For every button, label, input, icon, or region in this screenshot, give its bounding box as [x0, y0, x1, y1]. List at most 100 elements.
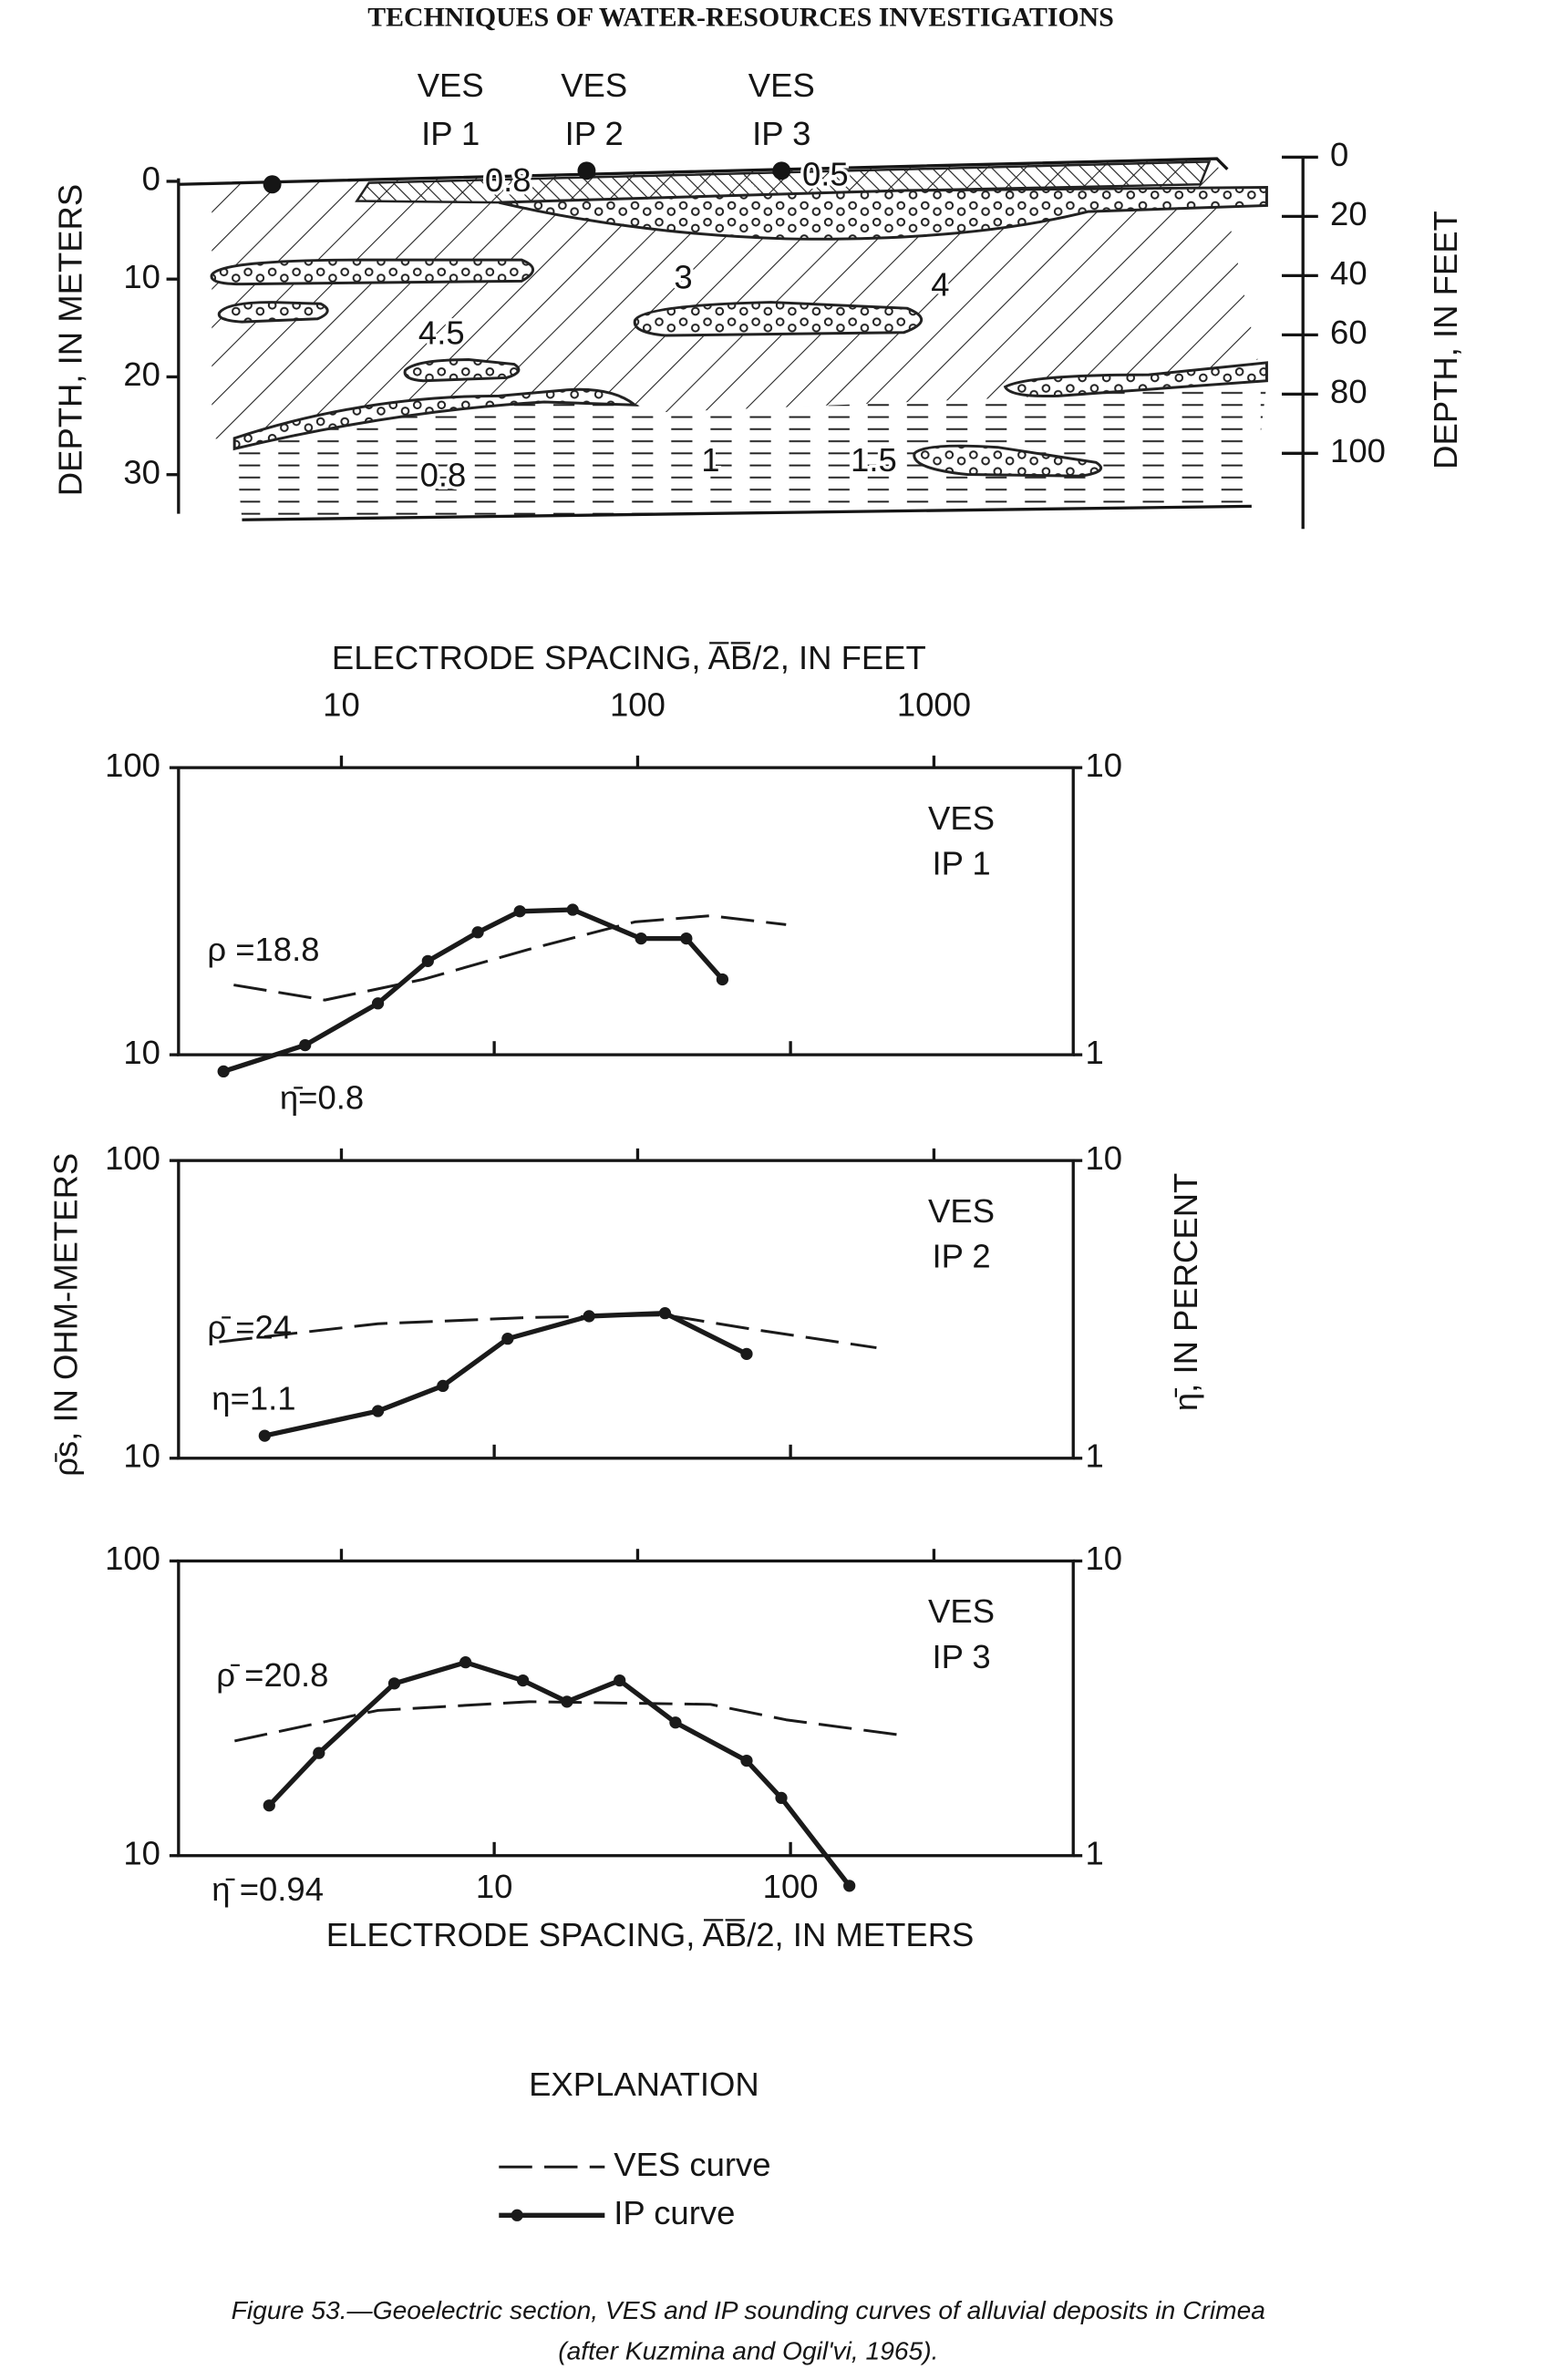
plot-frame [177, 1159, 1075, 1460]
gravel-lens [210, 258, 535, 286]
resistivity-label: 3 [674, 258, 692, 295]
y-tick-label: 100 [105, 1139, 160, 1177]
ip-point [471, 926, 484, 939]
sounding-label: VES [418, 67, 484, 104]
legend-title: EXPLANATION [529, 2066, 759, 2103]
clay-layer [234, 384, 1267, 520]
resistivity-label: 0.8 [420, 456, 467, 493]
sounding-label: IP 2 [565, 115, 624, 152]
legend-swatch-dot [511, 2209, 523, 2221]
panel-title: VES [928, 1592, 995, 1630]
ip-point [387, 1677, 401, 1690]
geologic-section [177, 157, 1305, 530]
resistivity-label: 4 [931, 266, 949, 304]
feet-tick-label: 80 [1330, 373, 1367, 410]
x2-axis-title: ELECTRODE SPACING, A̅B̅/2, IN FEET [332, 639, 926, 676]
y2-axis-title: η̄, IN PERCENT [1167, 1173, 1204, 1411]
page-header: TECHNIQUES OF WATER-RESOURCES INVESTIGAT… [367, 2, 1114, 32]
feet-tick-label: 20 [1330, 195, 1367, 232]
ip-point [217, 1065, 230, 1078]
sounding-label: IP 3 [752, 115, 810, 152]
plot-frame [177, 1559, 1075, 1858]
sounding-label: VES [748, 67, 815, 104]
y2-tick-label: 1 [1086, 1437, 1104, 1474]
x-tick-label: 10 [476, 1868, 513, 1905]
y2-tick-label: 1 [1086, 1034, 1104, 1071]
y2-tick-label: 1 [1086, 1834, 1104, 1871]
sounding-point [263, 175, 282, 194]
resistivity-label: 1.5 [851, 441, 897, 479]
resistivity-label: 1 [701, 441, 719, 479]
y-tick-label: 100 [105, 1540, 160, 1577]
y-axis-title: ρ̄s, IN OHM-METERS [46, 1153, 84, 1477]
y2-tick-label: 10 [1086, 1139, 1123, 1177]
ip-point [583, 1310, 595, 1323]
x2-tick-label: 10 [323, 685, 360, 723]
y-tick-label: 100 [105, 747, 160, 784]
ground-surface [178, 157, 1229, 186]
annotation: ρ̄ =24 [207, 1308, 292, 1345]
x2-tick-label: 1000 [897, 685, 971, 723]
caption: Figure 53.—Geoelectric section, VES and … [232, 2295, 1265, 2324]
panel-title: IP 3 [932, 1638, 990, 1675]
ip-point [513, 905, 526, 918]
gravel-lens [217, 301, 329, 324]
ip-point [258, 1429, 271, 1442]
feet-tick-label: 40 [1330, 254, 1367, 292]
ip-point [437, 1379, 449, 1393]
depth-tick-label: 0 [142, 160, 160, 198]
depth-tick-label: 10 [123, 258, 160, 295]
y-tick-label: 10 [123, 1034, 160, 1071]
gravel-lens [913, 444, 1103, 478]
annotation: η̄=0.8 [280, 1079, 364, 1117]
panel-title: VES [928, 799, 995, 837]
y-tick-label: 10 [123, 1437, 160, 1474]
ip-point [299, 1038, 312, 1052]
gravel-lens [633, 301, 924, 337]
ip-point [843, 1880, 856, 1892]
panel-title: VES [928, 1192, 995, 1230]
legend-label: IP curve [614, 2194, 735, 2231]
ip-point [658, 1307, 672, 1320]
ip-curve [263, 1310, 748, 1438]
panel-title: IP 1 [932, 845, 990, 882]
ves-curve [219, 1314, 877, 1350]
ip-point [680, 932, 693, 945]
sounding-label: VES [561, 67, 627, 104]
feet-tick-label: 60 [1330, 314, 1367, 351]
gravel-lens [232, 387, 639, 451]
plot-frame [177, 766, 1075, 1056]
ves-curve [234, 1700, 900, 1743]
ip-point [516, 1674, 530, 1687]
annotation: η=1.1 [212, 1379, 295, 1417]
y2-tick-label: 10 [1086, 747, 1123, 784]
annotation: η̄ =0.94 [212, 1870, 324, 1908]
ip-point [371, 1405, 385, 1417]
ip-point [635, 932, 647, 945]
ip-point [313, 1746, 325, 1759]
caption: (after Kuzmina and Ogil'vi, 1965). [558, 2336, 938, 2365]
y2-tick-label: 10 [1086, 1540, 1123, 1577]
annotation: ρ =18.8 [207, 931, 319, 968]
ip-point [740, 1347, 753, 1361]
ip-point [716, 973, 729, 986]
ip-point [775, 1791, 788, 1805]
ip-curve [267, 1660, 851, 1888]
sounding-label: IP 1 [421, 115, 480, 152]
y-tick-label: 10 [123, 1834, 160, 1871]
ves-curve [233, 914, 787, 1002]
gravel-lens [403, 358, 521, 383]
ip-point [371, 997, 385, 1010]
ip-point [740, 1754, 753, 1767]
annotation: ρ̄ =20.8 [216, 1656, 328, 1694]
panel-title: IP 2 [932, 1238, 990, 1275]
section-y-label: DEPTH, IN METERS [51, 184, 88, 496]
sounding-point [772, 161, 791, 180]
ip-point [561, 1695, 573, 1708]
gravel-lens [1003, 361, 1268, 398]
feet-tick-label: 100 [1330, 432, 1386, 469]
resistivity-label: 0.8 [485, 161, 531, 199]
ip-point [566, 903, 579, 916]
